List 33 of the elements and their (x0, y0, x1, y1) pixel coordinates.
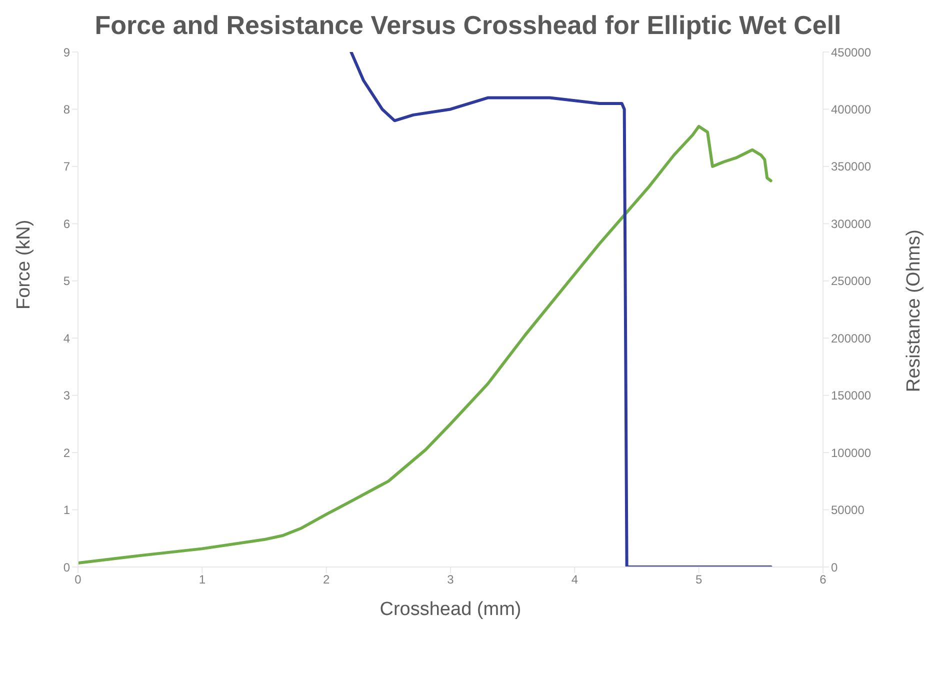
y2-tick-label: 250000 (831, 274, 872, 288)
x-tick-label: 3 (447, 572, 454, 587)
y-axis-title: Force (kN) (14, 220, 35, 310)
x-tick-label: 5 (695, 572, 702, 587)
y2-tick-label: 0 (831, 560, 838, 574)
y2-axis-title: Resistance (Ohms) (904, 230, 925, 392)
y2-tick-label: 300000 (831, 216, 872, 231)
y-tick-label: 8 (63, 102, 70, 116)
y-tick-label: 9 (63, 45, 70, 60)
y-tick-label: 0 (63, 560, 70, 574)
y-tick-label: 3 (63, 388, 70, 403)
y2-tick-label: 200000 (831, 331, 872, 346)
chart-title: Force and Resistance Versus Crosshead for Elliptic Wet Cell (94, 9, 842, 42)
x-tick-label: 1 (198, 572, 206, 587)
x-tick-label: 6 (820, 572, 827, 587)
x-axis-title: Crosshead (mm) (380, 599, 522, 620)
y2-tick-label: 100000 (831, 446, 872, 460)
y-tick-label: 4 (63, 331, 70, 346)
y2-tick-label: 50000 (831, 503, 865, 518)
line-series (78, 124, 772, 564)
y2-tick-label: 400000 (831, 102, 872, 116)
y-tick-label: 2 (63, 446, 70, 460)
y-tick-label: 5 (63, 274, 70, 288)
y2-tick-label: 150000 (831, 388, 872, 403)
x-tick-label: 4 (571, 572, 578, 587)
y-tick-label: 1 (63, 503, 70, 518)
y2-tick-label: 350000 (831, 160, 872, 174)
x-tick-label: 2 (322, 572, 330, 587)
line-series (350, 52, 772, 567)
y-tick-label: 7 (63, 160, 70, 174)
y-tick-label: 6 (63, 216, 70, 231)
x-tick-label: 0 (74, 572, 82, 587)
y2-tick-label: 450000 (831, 45, 872, 60)
